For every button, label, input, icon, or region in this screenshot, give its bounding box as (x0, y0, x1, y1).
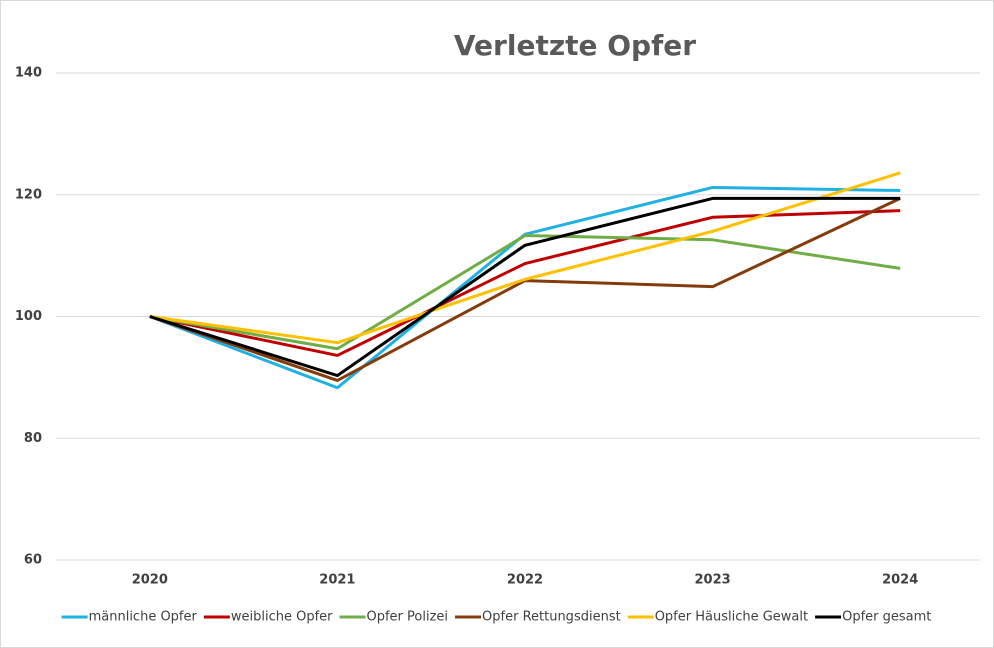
x-tick-label: 2024 (882, 573, 918, 588)
legend-label: Opfer gesamt (842, 610, 931, 625)
y-tick-label: 140 (15, 66, 42, 81)
x-tick-label: 2020 (132, 573, 168, 588)
x-tick-label: 2023 (695, 573, 731, 588)
legend-label: Opfer Polizei (367, 610, 449, 625)
series-line (149, 196, 901, 378)
legend-label: Opfer Rettungsdienst (482, 610, 621, 625)
x-tick-label: 2022 (507, 573, 543, 588)
x-tick-label: 2021 (319, 573, 355, 588)
series-line (149, 234, 901, 351)
legend-label: Opfer Häusliche Gewalt (655, 610, 808, 625)
chart-title: Verletzte Opfer (454, 29, 696, 62)
legend-label: weibliche Opfer (231, 610, 333, 625)
y-tick-label: 80 (24, 431, 42, 446)
y-tick-label: 100 (15, 309, 42, 324)
y-tick-label: 120 (15, 187, 42, 202)
legend-label: männliche Opfer (89, 610, 198, 625)
series-line (149, 209, 901, 357)
y-tick-label: 60 (24, 553, 42, 568)
series-line (149, 171, 901, 345)
